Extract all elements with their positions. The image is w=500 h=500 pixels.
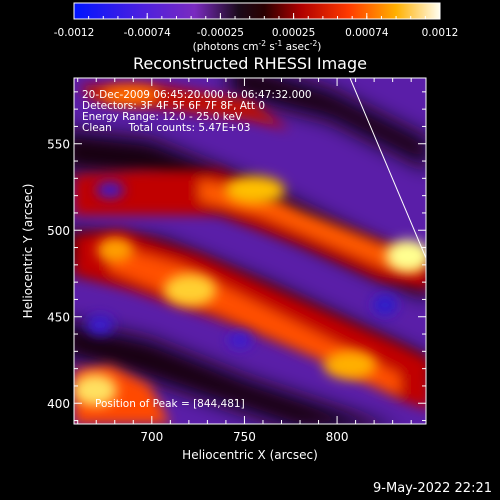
bright-band-1 (74, 170, 426, 290)
x-axis: 700 750 800 (77, 78, 412, 444)
x-tick-label: 800 (326, 430, 349, 444)
blue-spot-4 (96, 182, 124, 198)
colorbar-tick-label: 0.0012 (422, 27, 459, 39)
x-tick-label: 700 (140, 430, 163, 444)
y-axis: 400 450 500 550 (47, 91, 426, 422)
hotspot-d (324, 351, 376, 379)
plot-frame (73, 77, 427, 425)
colorbar-tick-label: -0.00074 (124, 27, 172, 39)
hotspot-b (164, 274, 216, 306)
colorbar-tick-label: -0.00025 (197, 27, 244, 39)
chart-title: Reconstructed RHESSI Image (133, 54, 367, 73)
colorbar-tick-label: 0.00074 (345, 27, 389, 39)
y-axis-label: Heliocentric Y (arcsec) (21, 184, 35, 319)
heatmap-image (74, 78, 426, 424)
dark-band-3 (74, 323, 382, 424)
solar-limb-line (349, 78, 426, 259)
hotspot-a (225, 176, 285, 204)
blue-spot-1 (373, 295, 397, 315)
hotspot-f (100, 85, 160, 105)
hotspot-e (74, 374, 117, 406)
annotation-peak-position: Position of Peak = [844,481] (95, 398, 245, 410)
annotation-time-range: 20-Dec-2009 06:45:20.000 to 06:47:32.000 (82, 89, 312, 101)
annotation-detectors: Detectors: 3F 4F 5F 6F 7F 8F, Att 0 (82, 100, 265, 112)
colorbar-unit-label: (photons cm-2 s-1 asec-2) (193, 39, 322, 53)
hotspot-peak (386, 240, 426, 272)
annotation-block: 20-Dec-2009 06:45:20.000 to 06:47:32.000… (82, 89, 312, 410)
x-tick-label: 750 (233, 430, 256, 444)
colorbar-ticks: -0.0012 -0.00074 -0.00025 0.00025 0.00074 0.0… (54, 13, 459, 39)
colorbar-tick-label: 0.00025 (272, 27, 315, 39)
hotspot-c (97, 238, 133, 262)
y-tick-label: 550 (47, 138, 70, 152)
annotation-clean: Clean Total counts: 5.47E+03 (82, 122, 251, 134)
x-axis-label: Heliocentric X (arcsec) (182, 448, 318, 462)
y-tick-label: 450 (47, 311, 70, 325)
blue-spot-2 (228, 332, 252, 348)
dark-band-4 (230, 78, 426, 168)
footer-date: 9-May-2022 22:21 (373, 481, 492, 496)
colorbar: -0.0012 -0.00074 -0.00025 0.00025 0.00074 0.0… (54, 2, 459, 53)
colorbar-gradient (73, 2, 441, 20)
blue-spot-3 (86, 315, 114, 335)
colorbar-tick-label: -0.0012 (54, 27, 95, 39)
annotation-energy: Energy Range: 12.0 - 25.0 keV (82, 111, 243, 123)
y-tick-label: 500 (47, 224, 70, 238)
y-tick-label: 400 (47, 397, 70, 411)
